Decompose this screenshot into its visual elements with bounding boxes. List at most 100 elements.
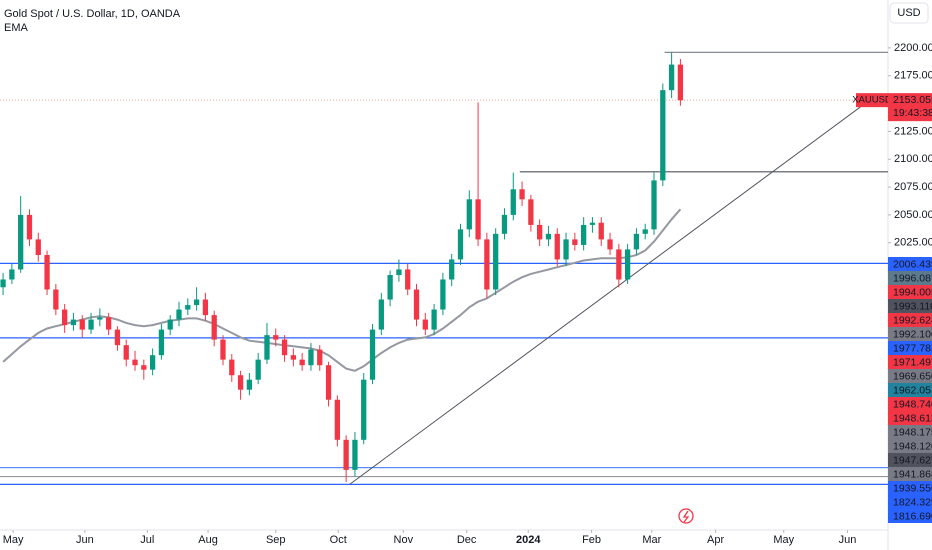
candle-body (598, 222, 604, 240)
candle-body (141, 365, 147, 370)
price-scale-label: 1971.497 (893, 356, 932, 368)
candle-body (528, 199, 534, 225)
candle-body (193, 299, 200, 306)
candle-body (229, 359, 235, 376)
candle-body (0, 279, 6, 288)
candle-body (158, 329, 165, 356)
candle-body (70, 319, 77, 326)
price-scale-label: 1948.740 (893, 398, 932, 410)
candle-body (97, 317, 103, 320)
x-tick-label: Feb (582, 534, 601, 546)
x-tick-label: Dec (457, 534, 477, 546)
candle-body (264, 335, 270, 360)
plot-area (0, 51, 888, 485)
price-scale-tag (888, 369, 932, 383)
price-scale-label: 1824.325 (893, 496, 932, 508)
candle-body (361, 379, 367, 440)
candle-body (537, 224, 543, 240)
x-tick-label: 2024 (516, 534, 541, 546)
price-scale-label: 1962.053 (893, 384, 932, 396)
candle-body (554, 233, 560, 260)
price-scale-tag (888, 425, 932, 439)
candle-body (44, 254, 50, 290)
price-scale-label: 1992.624 (893, 314, 932, 326)
candle-body (431, 309, 437, 330)
candle-body (9, 269, 15, 280)
price-scale-tag (888, 313, 932, 327)
x-tick-label: May (3, 534, 24, 546)
event-icon-bolt (682, 510, 690, 523)
candle-body (18, 214, 24, 270)
x-tick-label: Mar (642, 534, 661, 546)
candle-body (501, 214, 508, 234)
price-scale-label: 1816.690 (893, 510, 932, 522)
price-scale-tag (888, 509, 932, 523)
y-tick-label: 2125.000 (894, 125, 932, 137)
price-tag (888, 93, 932, 122)
candle-body (343, 439, 349, 470)
price-scale-label: 1977.783 (893, 342, 932, 354)
y-tick-label: 2200.000 (894, 42, 932, 54)
price-scale-label: 1948.120 (893, 440, 932, 452)
price-scale-tag (888, 439, 932, 453)
candle-body (237, 375, 244, 390)
candle-body (475, 199, 481, 240)
candle-body (246, 379, 253, 390)
candle-body (660, 90, 666, 181)
price-scale-label: 1969.650 (893, 370, 932, 382)
candle-body (176, 309, 182, 320)
candle-body (510, 189, 516, 215)
price-scale-tag (888, 467, 932, 481)
trend-line (349, 99, 870, 485)
price-scale-tag (888, 327, 932, 341)
candle-body (413, 289, 420, 320)
candle-body (581, 224, 587, 245)
candle-body (396, 269, 402, 276)
price-scale-label: 1993.110 (893, 300, 932, 312)
currency-label: USD (897, 7, 920, 19)
candle-body (519, 189, 525, 200)
indicator-label: EMA (4, 22, 29, 34)
price-scale-label: 1948.613 (893, 412, 932, 424)
candle-body (62, 309, 68, 326)
candle-body (123, 345, 129, 360)
candle-body (290, 355, 296, 360)
candle-body (642, 229, 648, 234)
price-scale-label: 2006.435 (893, 258, 932, 270)
candle-body (352, 439, 358, 470)
candle-body (308, 349, 314, 366)
price-scale-tag (888, 299, 932, 313)
candle-body (457, 229, 464, 260)
candle-body (220, 339, 226, 360)
price-scale-tag (888, 341, 932, 355)
candle-body (572, 239, 578, 245)
candle-body (202, 299, 209, 316)
chart-title: Gold Spot / U.S. Dollar, 1D, OANDA (4, 8, 181, 20)
candle-body (255, 359, 261, 380)
x-tick-label: Aug (198, 534, 218, 546)
candle-body (466, 199, 472, 230)
price-scale-label: 1939.556 (893, 482, 932, 494)
candle-body (651, 180, 657, 230)
candle-body (387, 275, 393, 300)
candle-body (299, 359, 305, 366)
candle-body (53, 289, 59, 310)
candle-body (607, 239, 613, 250)
candle-body (317, 349, 323, 366)
price-scale-label: 1941.868 (893, 468, 932, 480)
price-scale-label: 1947.627 (893, 454, 932, 466)
currency-button[interactable] (889, 2, 929, 24)
candle-body (105, 317, 112, 330)
x-tick-label: Jun (76, 534, 94, 546)
event-icon[interactable] (678, 508, 694, 524)
candle-body (149, 355, 156, 370)
candle-body (589, 222, 596, 225)
price-scale-tag (888, 271, 932, 285)
candle-body (281, 339, 288, 356)
candle-body (26, 214, 33, 240)
candle-body (132, 359, 138, 366)
y-tick-label: 2175.000 (894, 70, 932, 82)
